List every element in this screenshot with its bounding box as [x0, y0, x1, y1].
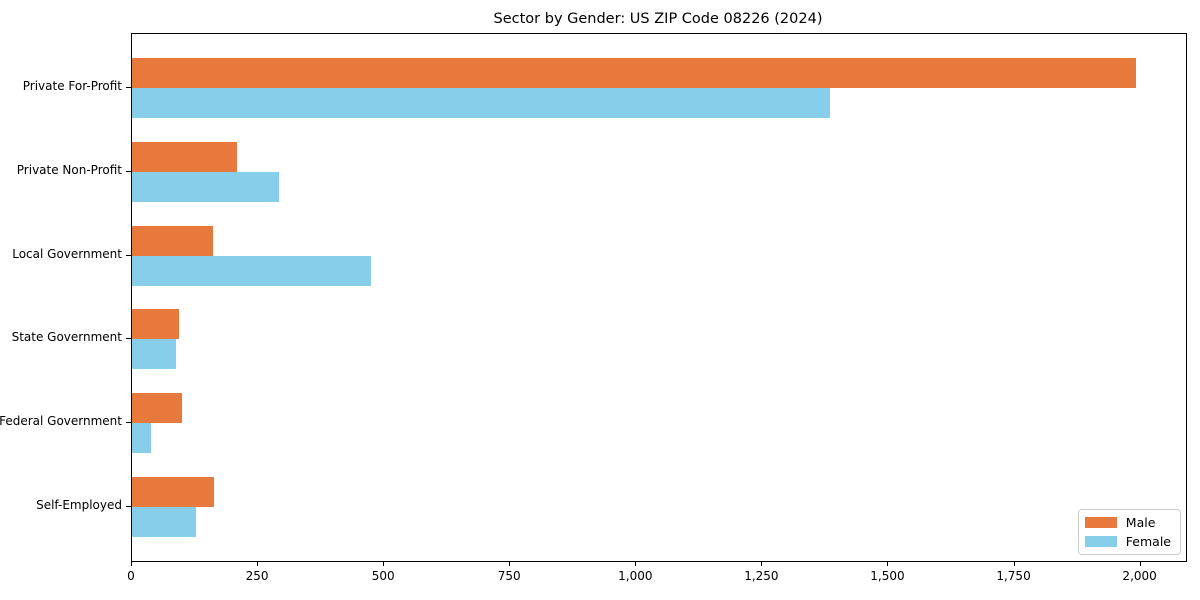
legend-item-female: Female — [1084, 534, 1171, 549]
xtick-mark-2,000 — [1139, 561, 1141, 566]
xtick-label-1,000: 1,000 — [618, 569, 653, 583]
bar-female-federal-government — [132, 422, 152, 454]
ytick-mark-self-employed — [126, 505, 131, 507]
xtick-mark-1,250 — [761, 561, 763, 566]
ytick-mark-federal-government — [126, 421, 131, 423]
bar-female-state-government — [132, 339, 176, 370]
xtick-label-1,250: 1,250 — [744, 569, 779, 583]
bar-female-self-employed — [132, 506, 197, 537]
ytick-label-private-for-profit: Private For-Profit — [22, 79, 122, 94]
chart-title: Sector by Gender: US ZIP Code 08226 (202… — [493, 11, 823, 27]
ytick-label-state-government: State Government — [11, 330, 122, 345]
legend-swatch-male — [1084, 517, 1117, 528]
xtick-label-1,500: 1,500 — [870, 569, 905, 583]
xtick-mark-1,750 — [1013, 561, 1015, 566]
bar-female-local-government — [132, 255, 371, 286]
xtick-label-500: 500 — [371, 569, 395, 583]
ytick-mark-local-government — [126, 254, 131, 256]
xtick-mark-1,500 — [887, 561, 889, 566]
bar-male-federal-government — [132, 392, 182, 423]
xtick-mark-500 — [383, 561, 385, 566]
xtick-label-250: 250 — [245, 569, 269, 583]
xtick-label-750: 750 — [497, 569, 521, 583]
legend-swatch-female — [1084, 536, 1117, 547]
bar-male-local-government — [132, 225, 213, 256]
legend-label-female: Female — [1125, 534, 1171, 549]
ytick-mark-private-non-profit — [126, 171, 131, 173]
bar-female-private-non-profit — [132, 172, 280, 203]
xtick-mark-250 — [257, 561, 259, 566]
xtick-mark-1,000 — [635, 561, 637, 566]
bar-male-private-non-profit — [132, 141, 237, 173]
legend: Male Female — [1077, 509, 1181, 555]
bar-female-private-for-profit — [132, 88, 830, 119]
ytick-mark-private-for-profit — [126, 87, 131, 89]
ytick-label-private-non-profit: Private Non-Profit — [16, 163, 122, 178]
bar-male-private-for-profit — [132, 58, 1136, 89]
bar-male-self-employed — [132, 476, 214, 507]
ytick-label-self-employed: Self-Employed — [36, 497, 122, 512]
xtick-mark-750 — [509, 561, 511, 566]
ytick-label-federal-government: Federal Government — [0, 413, 122, 428]
ytick-label-local-government: Local Government — [12, 246, 122, 261]
xtick-label-1,750: 1,750 — [996, 569, 1031, 583]
ytick-mark-state-government — [126, 338, 131, 340]
legend-item-male: Male — [1084, 515, 1171, 530]
legend-label-male: Male — [1125, 515, 1156, 530]
xtick-label-2,000: 2,000 — [1122, 569, 1157, 583]
xtick-mark-0 — [131, 561, 132, 566]
plot-area: Male Female — [131, 33, 1187, 562]
bar-male-state-government — [132, 309, 179, 340]
xtick-label-0: 0 — [127, 569, 135, 583]
